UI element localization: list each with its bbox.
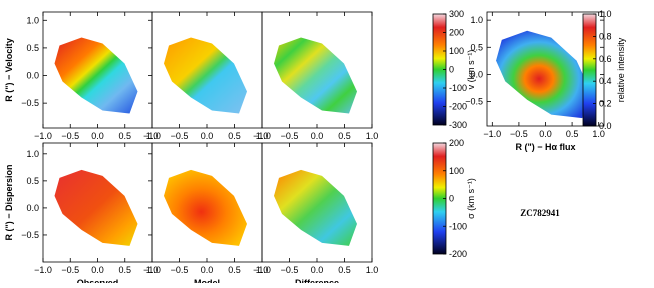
x-tick-label: −0.5 <box>281 265 299 275</box>
y-tick-label: 0.0 <box>26 203 39 213</box>
x-tick-label: −1.0 <box>143 265 161 275</box>
colorbar-tick-label: -100 <box>449 221 467 231</box>
colorbar <box>433 143 446 254</box>
colorbar <box>433 14 446 125</box>
x-tick-label: 0.5 <box>228 265 241 275</box>
x-axis-label: R (") − Hα flux <box>515 142 575 152</box>
colorbar-tick-label: -100 <box>449 83 467 93</box>
colorbar-tick-label: 0.2 <box>599 99 612 109</box>
colorbar-tick-label: -200 <box>449 249 467 259</box>
colorbar-tick-label: 200 <box>449 138 464 148</box>
x-tick-label: 0.5 <box>566 129 579 139</box>
x-tick-label: 0.0 <box>539 129 552 139</box>
x-tick-label: −0.5 <box>510 129 528 139</box>
x-tick-label: −1.0 <box>34 131 52 141</box>
colorbar-frame <box>582 13 597 127</box>
colorbar-tick-label: -200 <box>449 102 467 112</box>
colorbar-label: relative intensity <box>616 37 626 102</box>
y-tick-label: 0.0 <box>26 71 39 81</box>
x-tick-label: 1.0 <box>146 131 159 141</box>
x-tick-label: 0.0 <box>201 131 214 141</box>
x-tick-label: −0.5 <box>281 131 299 141</box>
x-tick-label: 1.0 <box>366 265 379 275</box>
x-tick-label: 0.5 <box>338 131 351 141</box>
y-tick-label: 0.5 <box>470 42 483 52</box>
x-tick-label: 0.0 <box>91 131 104 141</box>
x-tick-label: −0.5 <box>61 265 79 275</box>
velocity-map <box>54 37 138 114</box>
colorbar-label: σ (km s⁻¹) <box>466 178 476 219</box>
colorbar-tick-label: 100 <box>449 46 464 56</box>
x-axis-label: Model <box>194 278 220 283</box>
x-tick-label: 0.0 <box>201 265 214 275</box>
x-tick-label: 0.0 <box>91 265 104 275</box>
y-tick-label: 1.0 <box>26 15 39 25</box>
x-tick-label: 1.0 <box>366 131 379 141</box>
y-tick-label: 1.0 <box>470 15 483 25</box>
velocity-map <box>54 169 138 246</box>
x-tick-label: −1.0 <box>34 265 52 275</box>
velocity-map <box>164 37 247 114</box>
colorbar-tick-label: 0.4 <box>599 76 612 86</box>
x-tick-label: 1.0 <box>256 265 269 275</box>
x-tick-label: −1.0 <box>253 265 271 275</box>
x-tick-label: 1.0 <box>146 265 159 275</box>
colorbar-tick-label: 0.8 <box>599 31 612 41</box>
x-tick-label: 0.5 <box>228 131 241 141</box>
object-name: ZC782941 <box>520 208 560 218</box>
velocity-map <box>274 169 357 246</box>
velocity-map <box>164 169 247 246</box>
colorbar-tick-label: 0.0 <box>599 121 612 131</box>
colorbar-tick-label: 0 <box>449 194 454 204</box>
x-tick-label: 0.5 <box>118 131 131 141</box>
x-tick-label: 1.0 <box>592 129 605 139</box>
x-axis-label: Difference <box>295 278 339 283</box>
y-tick-label: 1.0 <box>26 149 39 159</box>
colorbar-tick-label: -300 <box>449 120 467 130</box>
colorbar-tick-label: 0 <box>449 65 454 75</box>
x-tick-label: 0.0 <box>311 265 324 275</box>
y-tick-label: 0.0 <box>470 69 483 79</box>
colorbar-tick-label: 1.0 <box>599 9 612 19</box>
x-tick-label: −1.0 <box>483 129 501 139</box>
y-tick-label: −0.5 <box>21 98 39 108</box>
x-tick-label: −1.0 <box>253 131 271 141</box>
x-tick-label: −0.5 <box>171 131 189 141</box>
colorbar-tick-label: 100 <box>449 166 464 176</box>
y-axis-label: R (") − Velocity <box>4 38 14 102</box>
colorbar-tick-label: 0.6 <box>599 54 612 64</box>
x-tick-label: −0.5 <box>61 131 79 141</box>
x-tick-label: 1.0 <box>256 131 269 141</box>
y-tick-label: 0.5 <box>26 176 39 186</box>
y-tick-label: 0.5 <box>26 43 39 53</box>
x-tick-label: −1.0 <box>143 131 161 141</box>
colorbar-tick-label: 300 <box>449 9 464 19</box>
x-tick-label: 0.5 <box>118 265 131 275</box>
y-tick-label: −0.5 <box>21 230 39 240</box>
y-axis-label: R (") − Dispersion <box>4 164 14 240</box>
y-tick-label: −0.5 <box>465 97 483 107</box>
velocity-map <box>274 37 357 114</box>
colorbar-tick-label: 200 <box>449 28 464 38</box>
x-tick-label: −0.5 <box>171 265 189 275</box>
x-tick-label: 0.5 <box>338 265 351 275</box>
colorbar-label: v (km s⁻¹) <box>466 50 476 90</box>
x-tick-label: 0.0 <box>311 131 324 141</box>
colorbar <box>583 14 596 126</box>
x-axis-label: Observed <box>77 278 119 283</box>
velocity-map <box>496 30 592 119</box>
